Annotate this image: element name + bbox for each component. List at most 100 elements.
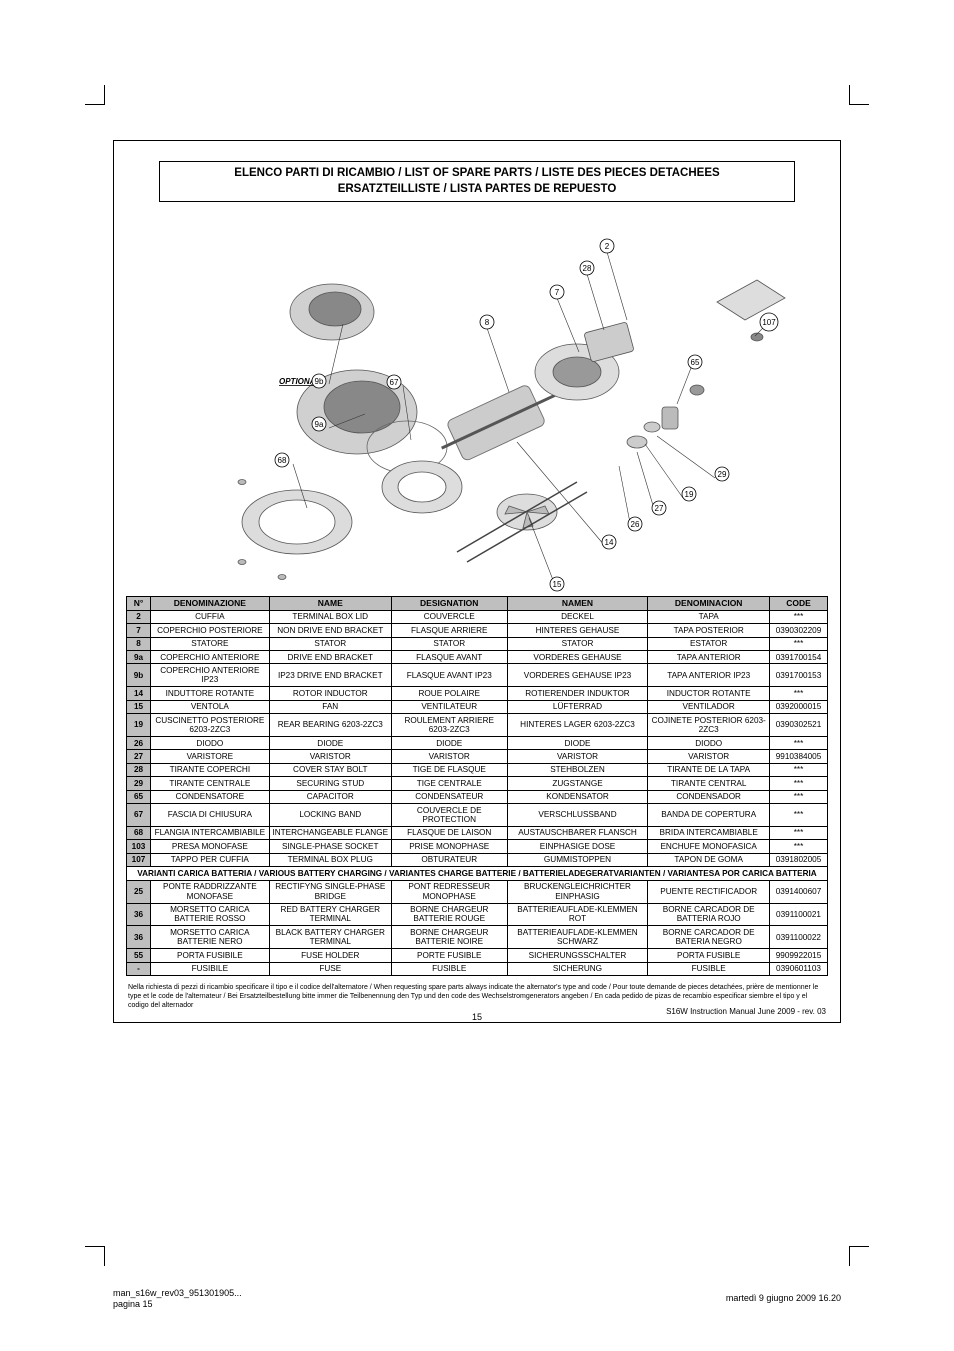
- table-cell: CONDENSATEUR: [391, 790, 507, 803]
- table-cell: ROTIERENDER INDUKTOR: [507, 687, 648, 700]
- table-cell: 0391100022: [770, 926, 828, 949]
- table-row: 15VENTOLAFANVENTILATEURLÜFTERRADVENTILAD…: [127, 700, 828, 713]
- table-cell: TIGE DE FLASQUE: [391, 763, 507, 776]
- table-cell: COUVERCLE DE PROTECTION: [391, 804, 507, 827]
- table-cell: CONDENSADOR: [648, 790, 770, 803]
- title-line2: ERSATZTEILLISTE / LISTA PARTES DE REPUES…: [166, 182, 788, 198]
- table-cell: 19: [127, 714, 151, 737]
- table-cell: KONDENSATOR: [507, 790, 648, 803]
- table-cell: ENCHUFE MONOFASICA: [648, 840, 770, 853]
- table-cell: 15: [127, 700, 151, 713]
- svg-text:9b: 9b: [315, 377, 324, 386]
- table-cell: ***: [770, 763, 828, 776]
- table-cell: 103: [127, 840, 151, 853]
- footer-left: man_s16w_rev03_951301905... pagina 15: [113, 1288, 242, 1311]
- table-cell: SECURING STUD: [269, 777, 391, 790]
- svg-text:19: 19: [685, 490, 694, 499]
- table-cell: 8: [127, 637, 151, 650]
- col-es: DENOMINACION: [648, 597, 770, 611]
- table-row: 67FASCIA DI CHIUSURALOCKING BANDCOUVERCL…: [127, 804, 828, 827]
- svg-text:27: 27: [655, 504, 664, 513]
- table-cell: 0392000015: [770, 700, 828, 713]
- table-cell: 0390302521: [770, 714, 828, 737]
- col-it: DENOMINAZIONE: [151, 597, 270, 611]
- table-cell: CUSCINETTO POSTERIORE 6203-2ZC3: [151, 714, 270, 737]
- table-cell: COUVERCLE: [391, 610, 507, 623]
- table-cell: REAR BEARING 6203-2ZC3: [269, 714, 391, 737]
- table-cell: BATTERIEAUFLADE-KLEMMEN SCHWARZ: [507, 926, 648, 949]
- table-cell: RED BATTERY CHARGER TERMINAL: [269, 903, 391, 926]
- table-cell: ***: [770, 840, 828, 853]
- title-bar: ELENCO PARTI DI RICAMBIO / LIST OF SPARE…: [159, 161, 795, 202]
- table-cell: 36: [127, 926, 151, 949]
- table-cell: DECKEL: [507, 610, 648, 623]
- table-cell: SINGLE-PHASE SOCKET: [269, 840, 391, 853]
- table-cell: ROUE POLAIRE: [391, 687, 507, 700]
- crop-mark: [85, 1246, 105, 1266]
- table-cell: 28: [127, 763, 151, 776]
- table-cell: FLASQUE AVANT IP23: [391, 664, 507, 687]
- table-row: 103PRESA MONOFASESINGLE-PHASE SOCKETPRIS…: [127, 840, 828, 853]
- table-cell: VENTILADOR: [648, 700, 770, 713]
- page-frame: ELENCO PARTI DI RICAMBIO / LIST OF SPARE…: [113, 140, 841, 1023]
- table-cell: VARISTOR: [269, 750, 391, 763]
- table-cell: TIRANTE DE LA TAPA: [648, 763, 770, 776]
- revision-text: S16W Instruction Manual June 2009 - rev.…: [666, 1007, 826, 1016]
- table-row: 65CONDENSATORECAPACITORCONDENSATEURKONDE…: [127, 790, 828, 803]
- table-cell: TAPPO PER CUFFIA: [151, 853, 270, 866]
- table-cell: ***: [770, 737, 828, 750]
- title-line1: ELENCO PARTI DI RICAMBIO / LIST OF SPARE…: [166, 166, 788, 182]
- table-cell: SICHERUNGSSCHALTER: [507, 949, 648, 962]
- col-code: CODE: [770, 597, 828, 611]
- table-cell: BORNE CARCADOR DE BATERIA NEGRO: [648, 926, 770, 949]
- table-cell: INTERCHANGEABLE FLANGE: [269, 826, 391, 839]
- table-cell: COPERCHIO ANTERIORE: [151, 651, 270, 664]
- table-cell: STATOR: [269, 637, 391, 650]
- table-cell: CUFFIA: [151, 610, 270, 623]
- table-cell: PONTE RADDRIZZANTE MONOFASE: [151, 880, 270, 903]
- table-cell: FLASQUE ARRIERE: [391, 624, 507, 637]
- table-cell: ***: [770, 637, 828, 650]
- table-row: 8STATORESTATORSTATORSTATORESTATOR***: [127, 637, 828, 650]
- footer-pagina: pagina 15: [113, 1299, 242, 1311]
- table-cell: LOCKING BAND: [269, 804, 391, 827]
- table-cell: TERMINAL BOX PLUG: [269, 853, 391, 866]
- col-fr: DESIGNATION: [391, 597, 507, 611]
- table-cell: VORDERES GEHAUSE IP23: [507, 664, 648, 687]
- table-cell: BORNE CHARGEUR BATTERIE NOIRE: [391, 926, 507, 949]
- table-cell: 0390601103: [770, 962, 828, 975]
- table-cell: OBTURATEUR: [391, 853, 507, 866]
- crop-mark: [849, 85, 869, 105]
- table-row: 36MORSETTO CARICA BATTERIE NEROBLACK BAT…: [127, 926, 828, 949]
- table-cell: 67: [127, 804, 151, 827]
- table-row: 2CUFFIATERMINAL BOX LIDCOUVERCLEDECKELTA…: [127, 610, 828, 623]
- table-cell: 26: [127, 737, 151, 750]
- table-cell: VARISTORE: [151, 750, 270, 763]
- table-cell: 14: [127, 687, 151, 700]
- table-cell: PRISE MONOPHASE: [391, 840, 507, 853]
- table-cell: ***: [770, 610, 828, 623]
- table-cell: ***: [770, 804, 828, 827]
- table-cell: PORTA FUSIBLE: [648, 949, 770, 962]
- table-row: 68FLANGIA INTERCAMBIABILEINTERCHANGEABLE…: [127, 826, 828, 839]
- table-cell: ***: [770, 790, 828, 803]
- table-cell: 0391802005: [770, 853, 828, 866]
- table-cell: ESTATOR: [648, 637, 770, 650]
- svg-text:2: 2: [605, 242, 610, 251]
- table-cell: TIGE CENTRALE: [391, 777, 507, 790]
- table-cell: STATOR: [507, 637, 648, 650]
- table-cell: 0391100021: [770, 903, 828, 926]
- table-cell: CONDENSATORE: [151, 790, 270, 803]
- table-cell: DIODE: [269, 737, 391, 750]
- table-cell: 7: [127, 624, 151, 637]
- table-cell: PRESA MONOFASE: [151, 840, 270, 853]
- table-cell: 27: [127, 750, 151, 763]
- table-row: 7COPERCHIO POSTERIORENON DRIVE END BRACK…: [127, 624, 828, 637]
- table-cell: IP23 DRIVE END BRACKET: [269, 664, 391, 687]
- table-cell: PORTE FUSIBLE: [391, 949, 507, 962]
- table-cell: CAPACITOR: [269, 790, 391, 803]
- table-cell: MORSETTO CARICA BATTERIE NERO: [151, 926, 270, 949]
- table-cell: ***: [770, 777, 828, 790]
- table-cell: COPERCHIO POSTERIORE: [151, 624, 270, 637]
- table-cell: COJINETE POSTERIOR 6203-2ZC3: [648, 714, 770, 737]
